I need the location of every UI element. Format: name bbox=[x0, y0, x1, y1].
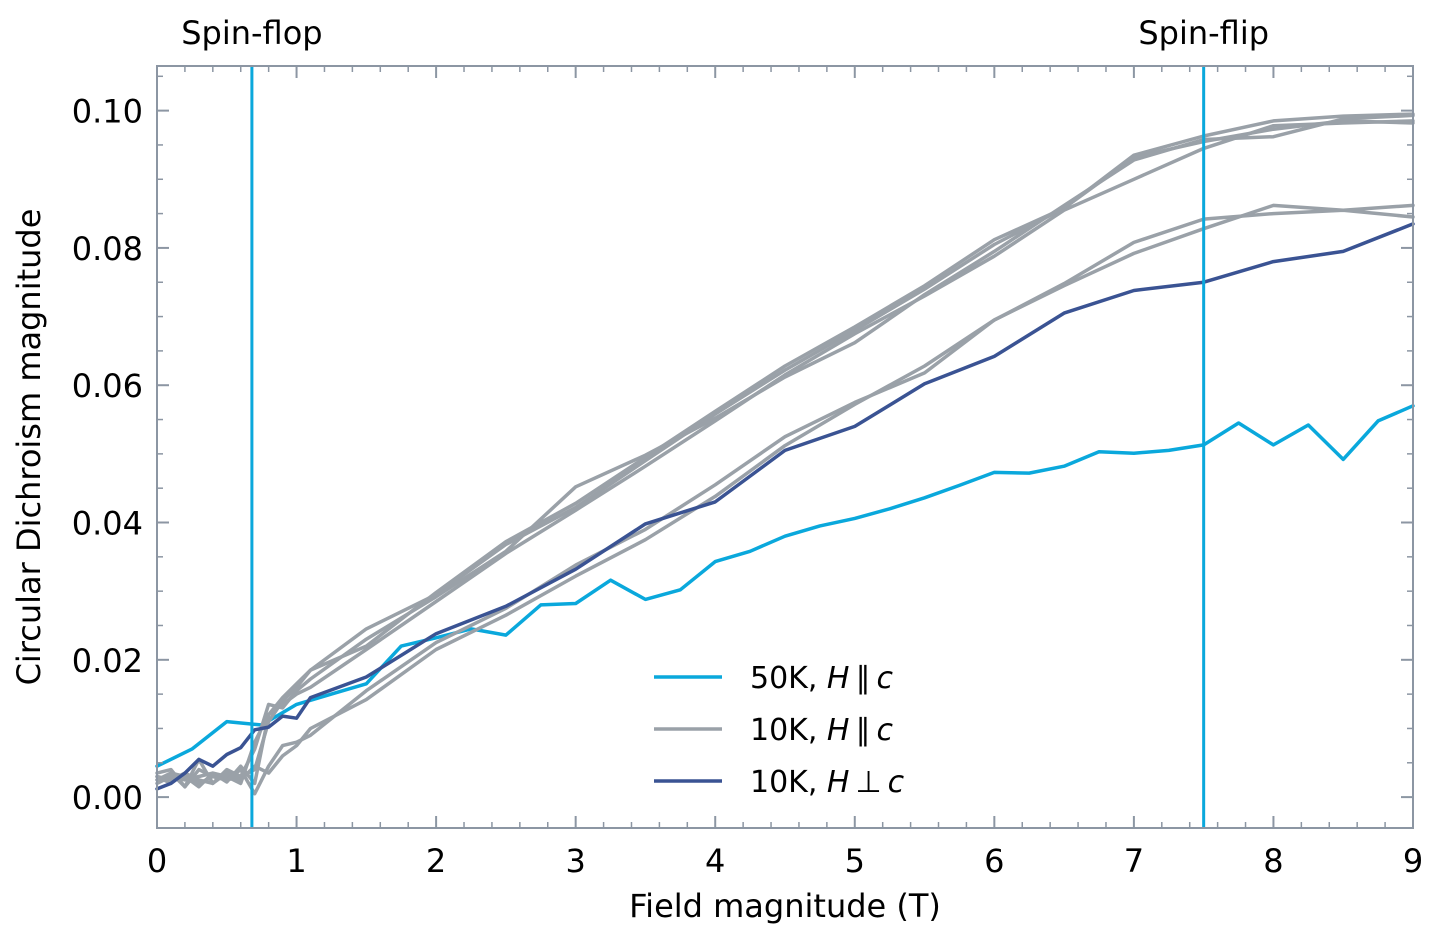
y-tick-label: 0.02 bbox=[72, 642, 143, 680]
series-line-c10para-4 bbox=[155, 119, 1415, 789]
x-axis-title: Field magnitude (T) bbox=[629, 887, 941, 925]
legend-label-c10para: 10K, H ∥ c bbox=[750, 713, 893, 748]
y-tick-label: 0.06 bbox=[72, 367, 143, 405]
legend-label-c50: 50K, H ∥ c bbox=[750, 661, 893, 696]
x-tick-label: 3 bbox=[565, 842, 585, 880]
x-tick-label: 5 bbox=[845, 842, 865, 880]
series-line-c10perp-7 bbox=[155, 222, 1415, 791]
annotation-layer: Spin-flop Spin-flip bbox=[181, 14, 1269, 52]
y-tick-label: 0.00 bbox=[72, 779, 143, 817]
x-tick-label: 0 bbox=[147, 842, 167, 880]
x-tick-label: 4 bbox=[705, 842, 725, 880]
axes-layer: 0 1 2 3 4 5 6 7 8 9 0.00 0.02 0.04 0.06 0.08 0.10 bbox=[72, 65, 1423, 880]
vertical-marker-layer bbox=[250, 66, 1206, 828]
x-tick-label: 2 bbox=[426, 842, 446, 880]
x-tick-label: 1 bbox=[286, 842, 306, 880]
legend: 50K, H ∥ c 10K, H ∥ c 10K, H ⊥ c bbox=[654, 661, 905, 800]
series-line-c10para-6 bbox=[155, 208, 1415, 796]
annotation-label-1: Spin-flip bbox=[1138, 14, 1269, 52]
plot-frame bbox=[156, 65, 1414, 829]
y-tick-label: 0.04 bbox=[72, 505, 143, 543]
x-tick-label: 7 bbox=[1124, 842, 1144, 880]
annotation-label-0: Spin-flop bbox=[181, 14, 322, 52]
x-tick-label: 8 bbox=[1263, 842, 1283, 880]
y-axis-title: Circular Dichroism magnitude bbox=[10, 209, 48, 686]
series-layer bbox=[155, 112, 1415, 796]
x-tick-label: 9 bbox=[1403, 842, 1423, 880]
y-tick-label: 0.10 bbox=[72, 93, 143, 131]
legend-label-c10perp: 10K, H ⊥ c bbox=[750, 765, 905, 800]
x-tick-label: 6 bbox=[984, 842, 1004, 880]
y-tick-label: 0.08 bbox=[72, 230, 143, 268]
series-line-c10para-5 bbox=[155, 203, 1415, 786]
